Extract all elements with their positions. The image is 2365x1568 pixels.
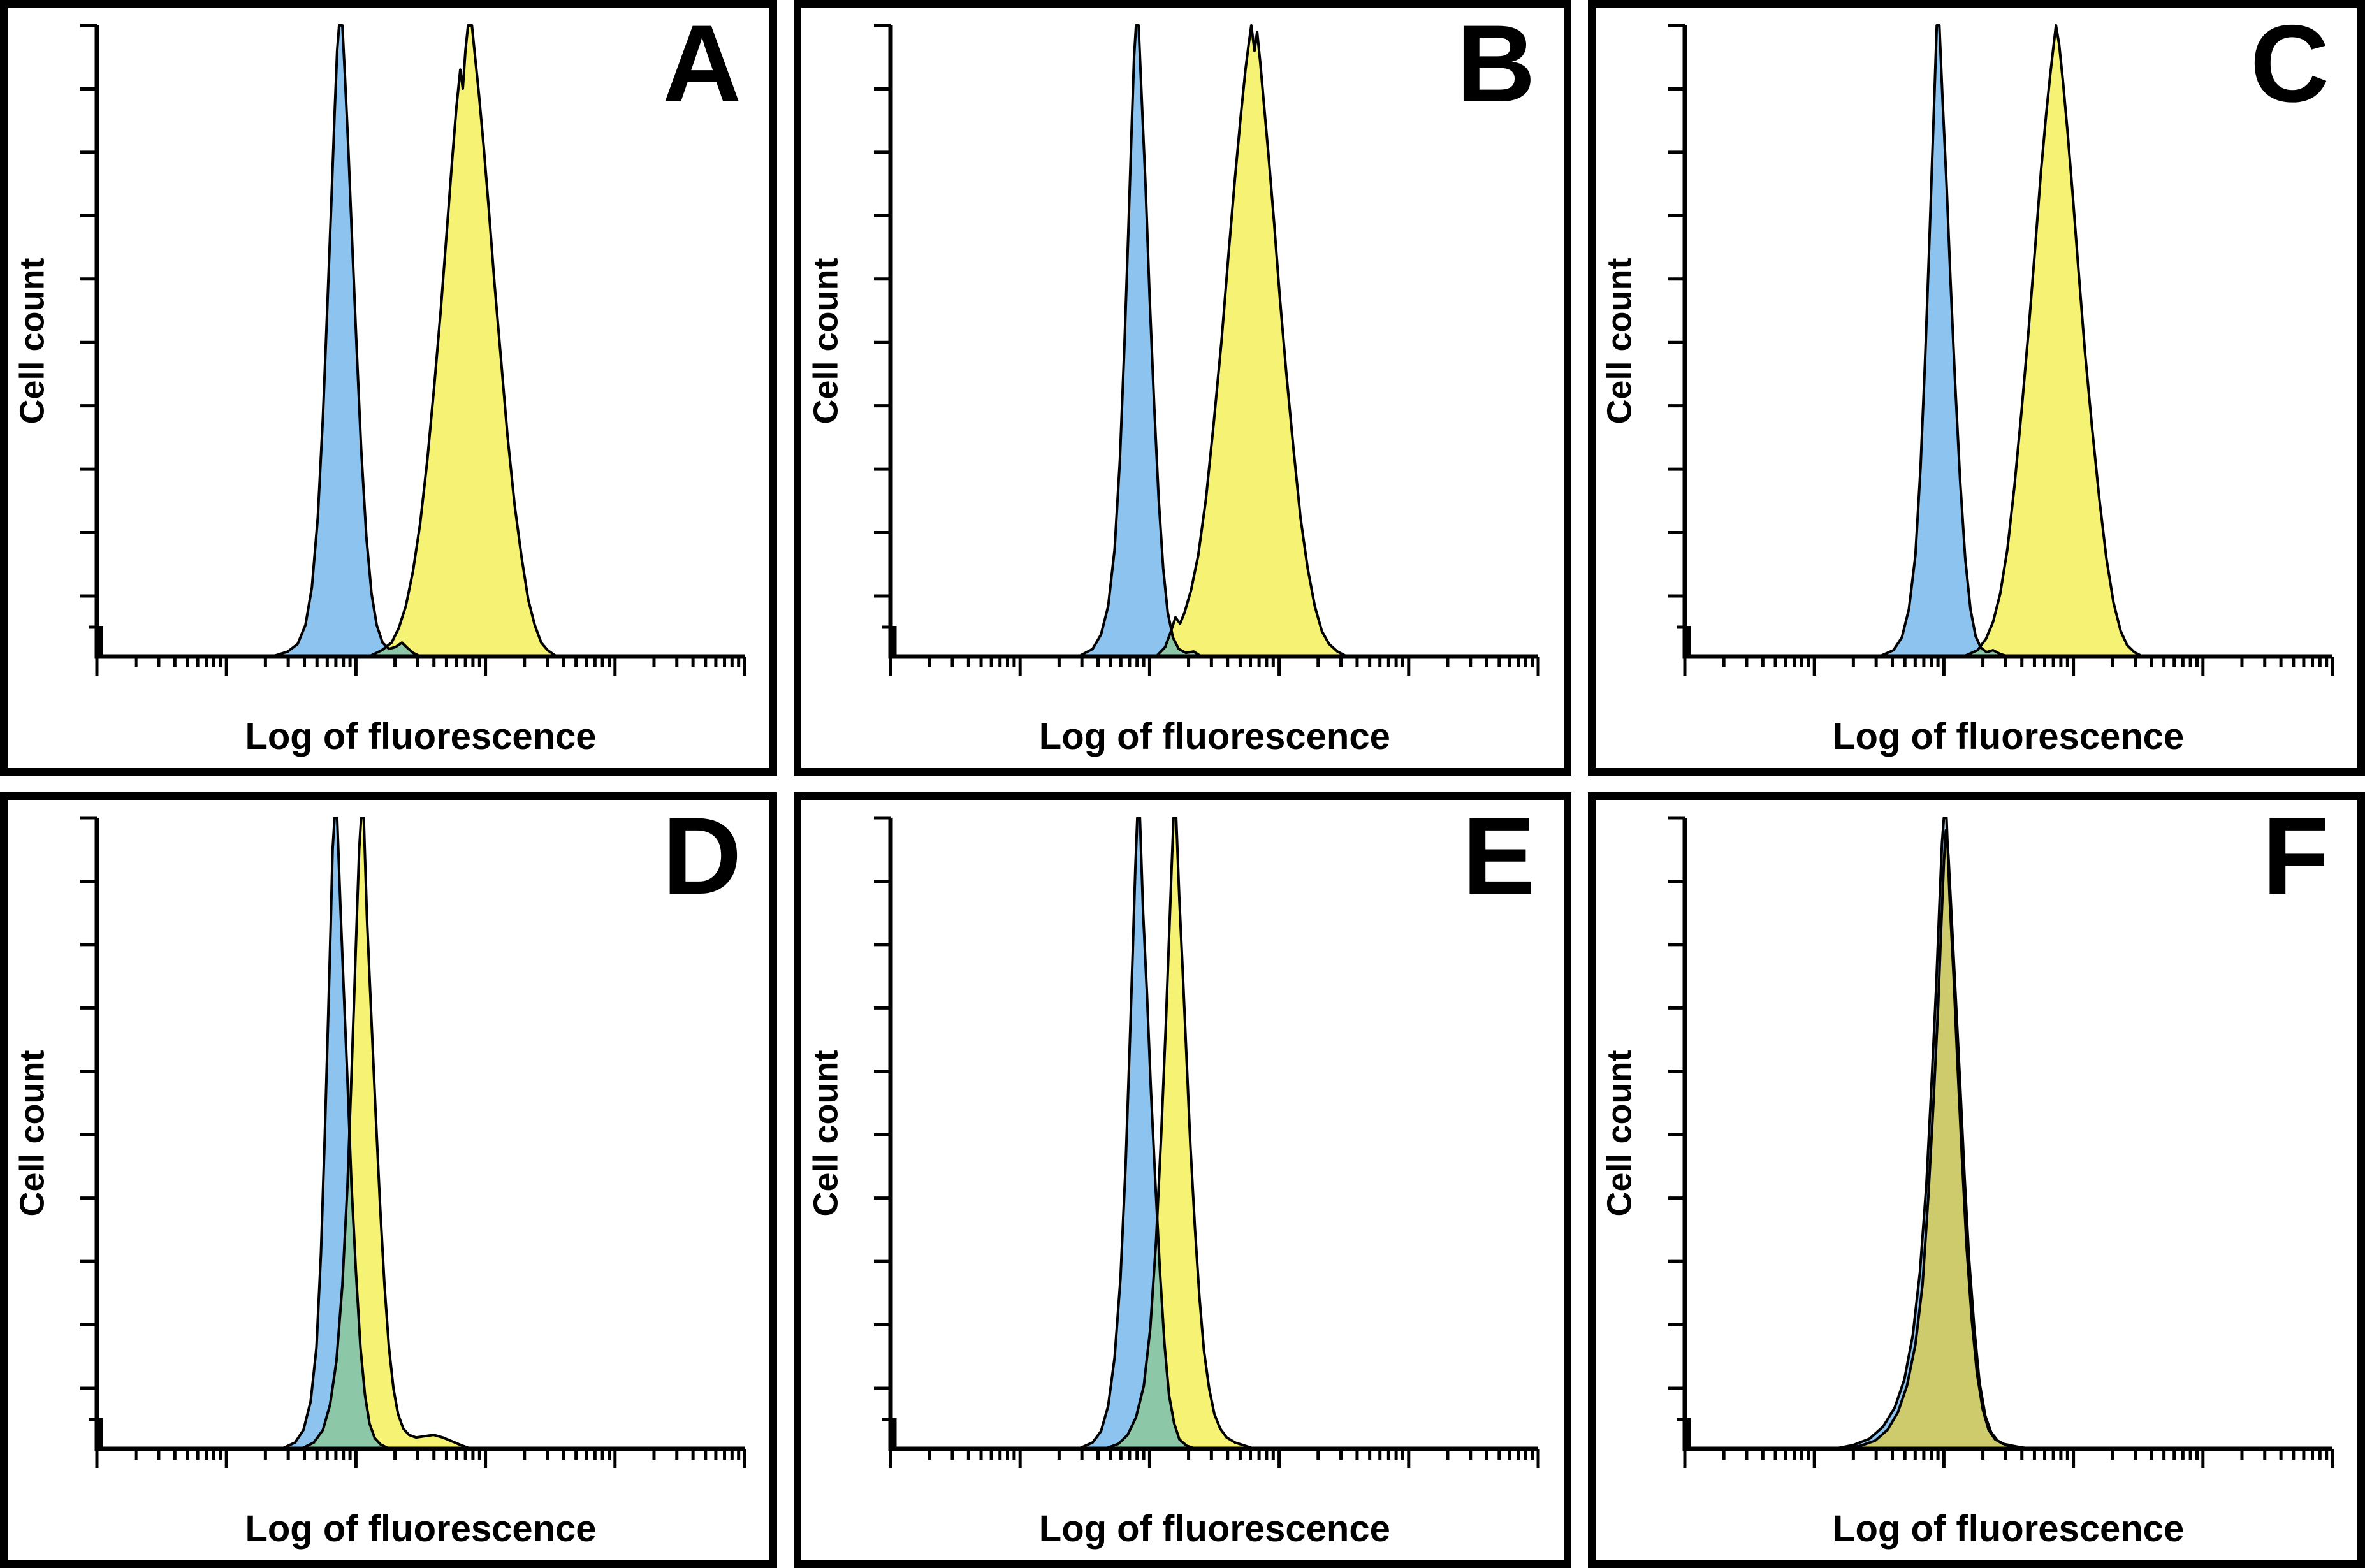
panel-letter-d: D	[662, 795, 742, 917]
panel-letter-a: A	[662, 3, 742, 125]
histogram-plot-c	[1668, 24, 2334, 676]
x-axis-label-d: Log of fluorescence	[245, 1508, 597, 1550]
x-axis-label-a: Log of fluorescence	[245, 716, 597, 757]
y-axis-label-wrap-a: Cell count	[11, 19, 52, 663]
panel-d: Cell count Log of fluorescence D	[0, 792, 778, 1568]
x-axis-label-b: Log of fluorescence	[1038, 716, 1390, 757]
x-axis-label-f: Log of fluorescence	[1833, 1508, 2185, 1550]
x-axis-label-e: Log of fluorescence	[1038, 1508, 1390, 1550]
panel-a: Cell count Log of fluorescence A	[0, 0, 778, 776]
y-axis-label-b: Cell count	[806, 258, 845, 425]
histogram-plot-b	[874, 24, 1540, 676]
panel-letter-e: E	[1462, 795, 1536, 917]
y-axis-label-a: Cell count	[13, 258, 52, 425]
panel-b: Cell count Log of fluorescence B	[794, 0, 1571, 776]
y-axis-label-e: Cell count	[806, 1050, 845, 1217]
y-axis-label-f: Cell count	[1600, 1050, 1639, 1217]
y-axis-label-wrap-e: Cell count	[805, 811, 846, 1455]
panel-f: Cell count Log of fluorescence F	[1587, 792, 2365, 1568]
y-axis-label-wrap-b: Cell count	[805, 19, 846, 663]
histogram-plot-a	[80, 24, 746, 676]
y-axis-label-wrap-d: Cell count	[11, 811, 52, 1455]
y-axis-label-d: Cell count	[13, 1050, 52, 1217]
y-axis-label-wrap-f: Cell count	[1599, 811, 1640, 1455]
panel-c: Cell count Log of fluorescence C	[1587, 0, 2365, 776]
panel-e: Cell count Log of fluorescence E	[794, 792, 1571, 1568]
y-axis-label-wrap-c: Cell count	[1599, 19, 1640, 663]
histogram-plot-f	[1668, 816, 2334, 1468]
panel-letter-b: B	[1456, 3, 1536, 125]
panel-letter-c: C	[2250, 3, 2329, 125]
histogram-plot-d	[80, 816, 746, 1468]
x-axis-label-c: Log of fluorescence	[1833, 716, 2185, 757]
panel-letter-f: F	[2262, 795, 2329, 917]
y-axis-label-c: Cell count	[1600, 258, 1639, 425]
histogram-plot-e	[874, 816, 1540, 1468]
